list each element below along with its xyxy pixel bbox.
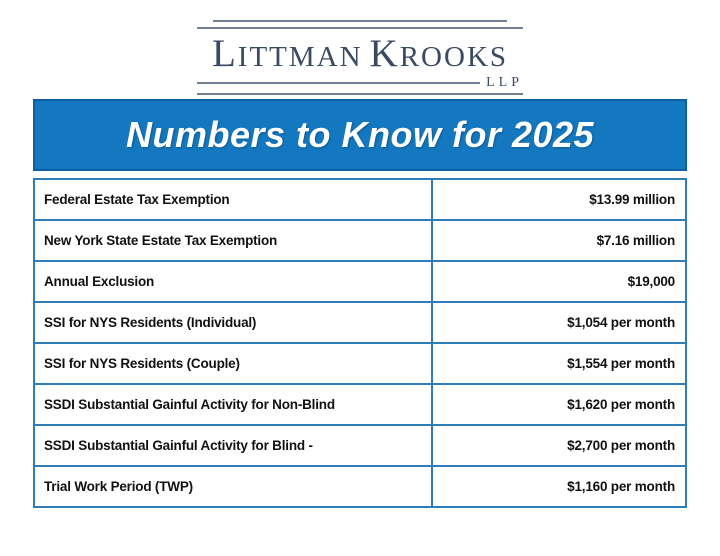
logo-bottom-row: LLP	[197, 76, 523, 90]
logo-top-rule-2	[197, 27, 523, 29]
logo-llp-suffix: LLP	[486, 75, 523, 90]
row-value: $1,620 per month	[567, 397, 675, 412]
logo-bottom-rule-2	[197, 93, 523, 95]
table-row-ssdi-blind: SSDI Substantial Gainful Activity for Bl…	[35, 424, 685, 465]
table-row-ssi-couple: SSI for NYS Residents (Couple) $1,554 pe…	[35, 342, 685, 383]
row-label: Trial Work Period (TWP)	[35, 467, 433, 506]
row-value: $1,554 per month	[567, 356, 675, 371]
logo-initial-k: K	[369, 32, 400, 75]
row-label: Annual Exclusion	[35, 262, 433, 301]
row-label: New York State Estate Tax Exemption	[35, 221, 433, 260]
numbers-table: Federal Estate Tax Exemption $13.99 mill…	[33, 178, 687, 508]
table-row-ssi-individual: SSI for NYS Residents (Individual) $1,05…	[35, 301, 685, 342]
row-value: $2,700 per month	[567, 438, 675, 453]
table-row-federal-estate-tax: Federal Estate Tax Exemption $13.99 mill…	[35, 180, 685, 219]
row-value: $1,160 per month	[567, 479, 675, 494]
littman-krooks-logo: LITTMAN KROOKS LLP	[197, 20, 523, 95]
row-label: SSI for NYS Residents (Couple)	[35, 344, 433, 383]
logo-top-rule-1	[213, 20, 507, 22]
row-value: $13.99 million	[589, 192, 675, 207]
table-row-ssdi-non-blind: SSDI Substantial Gainful Activity for No…	[35, 383, 685, 424]
logo-text-ittman: ITTMAN	[237, 41, 363, 73]
row-value: $19,000	[627, 274, 676, 289]
row-label: SSDI Substantial Gainful Activity for No…	[35, 385, 433, 424]
logo-initial-l: L	[211, 32, 238, 75]
logo-wordmark: LITTMAN KROOKS	[197, 31, 523, 75]
title-banner: Numbers to Know for 2025	[33, 99, 687, 171]
row-label: SSI for NYS Residents (Individual)	[35, 303, 433, 342]
logo-text-rooks: ROOKS	[399, 41, 509, 73]
page-title: Numbers to Know for 2025	[125, 114, 595, 155]
table-row-trial-work-period: Trial Work Period (TWP) $1,160 per month	[35, 465, 685, 506]
table-row-annual-exclusion: Annual Exclusion $19,000	[35, 260, 685, 301]
row-value: $1,054 per month	[567, 315, 675, 330]
row-value: $7.16 million	[596, 233, 676, 248]
row-label: SSDI Substantial Gainful Activity for Bl…	[35, 426, 433, 465]
row-label: Federal Estate Tax Exemption	[35, 180, 433, 219]
table-row-nys-estate-tax: New York State Estate Tax Exemption $7.1…	[35, 219, 685, 260]
logo-bottom-rule-1	[197, 82, 481, 84]
